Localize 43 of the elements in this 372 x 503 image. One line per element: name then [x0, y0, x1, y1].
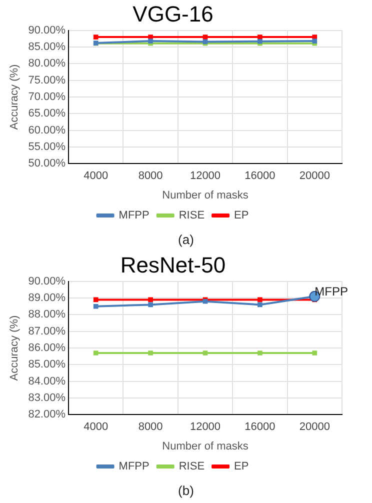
y-tick-label: 70.00% — [28, 91, 66, 104]
y-tick-label: 90.00% — [28, 24, 66, 36]
x-axis-title: Number of masks — [162, 440, 249, 452]
y-tick-label: 86.00% — [28, 342, 66, 354]
y-tick-label: 87.00% — [28, 325, 66, 338]
x-tick-label: 20000 — [299, 170, 330, 182]
legend-label: EP — [234, 210, 249, 222]
legend-label: RISE — [178, 460, 205, 473]
y-tick-label: 55.00% — [28, 140, 66, 153]
y-axis-title: Accuracy (%) — [8, 315, 21, 381]
text: (a) — [177, 231, 195, 249]
y-tick-label: 84.00% — [28, 375, 66, 388]
y-tick-label: 83.00% — [28, 392, 66, 404]
y-tick-label: 50.00% — [28, 158, 66, 170]
y-tick-label: 80.00% — [28, 58, 66, 70]
annotation: MFPP — [314, 284, 348, 299]
legend-label: MFPP — [118, 210, 150, 222]
y-tick-label: 88.00% — [28, 308, 66, 321]
x-tick-label: 4000 — [84, 170, 108, 182]
x-axis-title: Number of masks — [162, 189, 249, 202]
x-tick-label: 12000 — [190, 421, 221, 434]
x-tick-label: 4000 — [84, 421, 108, 434]
y-tick-label: 90.00% — [28, 275, 66, 288]
legend-label: RISE — [178, 210, 205, 222]
legend-label: EP — [234, 460, 249, 473]
y-tick-label: 65.00% — [28, 108, 66, 120]
x-tick-label: 8000 — [138, 421, 163, 434]
x-tick-label: 16000 — [244, 421, 276, 434]
y-tick-label: 89.00% — [28, 292, 66, 304]
x-tick-label: 20000 — [299, 421, 330, 434]
legend-label: MFPP — [118, 460, 150, 473]
y-tick-label: 82.00% — [28, 408, 66, 421]
chart-title: ResNet-50 — [120, 252, 226, 278]
y-axis-title: Accuracy (%) — [8, 64, 21, 130]
y-tick-label: 85.00% — [28, 358, 66, 371]
x-tick-label: 16000 — [244, 170, 276, 182]
y-tick-label: 75.00% — [28, 74, 66, 86]
x-tick-label: 12000 — [190, 170, 221, 182]
text: (b) — [177, 482, 195, 500]
x-tick-label: 8000 — [138, 170, 163, 182]
chart-title: VGG-16 — [132, 1, 214, 26]
y-tick-label: 60.00% — [28, 124, 66, 136]
y-tick-label: 85.00% — [28, 41, 66, 54]
